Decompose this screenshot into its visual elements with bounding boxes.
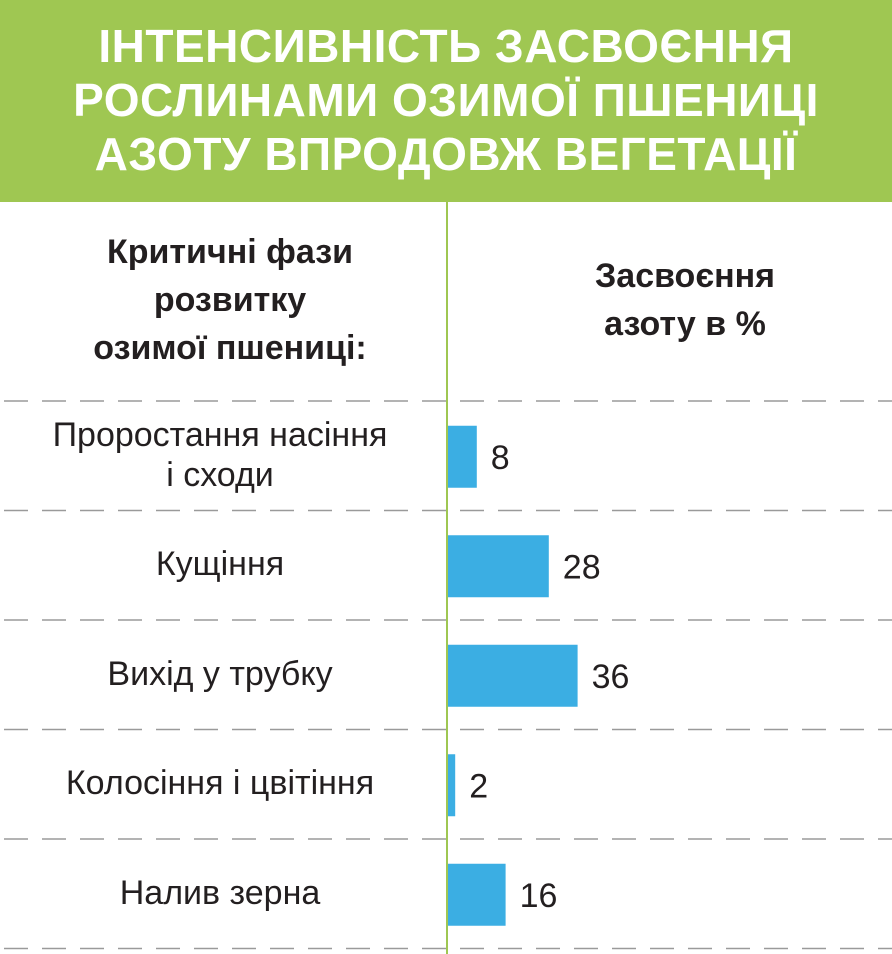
category-label-4: Колосіння і цвітіння <box>10 763 430 803</box>
uptake-column-header: Засвоєння азоту в % <box>560 252 810 348</box>
category-label-2: Кущіння <box>10 544 430 584</box>
bar-5 <box>448 863 506 926</box>
category-label-1: Проростання насіння і сходи <box>10 415 430 495</box>
title-line-2: РОСЛИНАМИ ОЗИМОЇ ПШЕНИЦІ <box>73 74 819 126</box>
phases-header-line-1: Критичні фази <box>106 233 354 271</box>
bar-1 <box>448 425 477 488</box>
value-label-3: 36 <box>592 658 630 696</box>
category-label-1-line-1: Проростання насіння <box>52 415 388 454</box>
phases-header-line-3: озимої пшениці: <box>93 329 367 367</box>
category-label-5: Налив зерна <box>10 873 430 913</box>
title-line-1: ІНТЕНСИВНІСТЬ ЗАСВОЄННЯ <box>98 20 794 72</box>
bar-3 <box>448 644 578 707</box>
title-band: ІНТЕНСИВНІСТЬ ЗАСВОЄННЯ РОСЛИНАМИ ОЗИМОЇ… <box>0 0 892 202</box>
bar-4 <box>448 754 456 817</box>
column-divider <box>446 202 448 954</box>
category-label-2-line-1: Кущіння <box>155 545 285 584</box>
value-label-5: 16 <box>520 877 558 915</box>
category-label-3-line-1: Вихід у трубку <box>107 654 333 693</box>
value-label-2: 28 <box>563 548 601 586</box>
category-label-4-line-1: Колосіння і цвітіння <box>65 764 375 803</box>
uptake-header-line-1: Засвоєння <box>594 257 776 295</box>
category-label-3: Вихід у трубку <box>10 654 430 694</box>
value-label-4: 2 <box>469 767 488 805</box>
bar-2 <box>448 535 549 598</box>
title-line-3: АЗОТУ ВПРОДОВЖ ВЕГЕТАЦІЇ <box>94 128 798 180</box>
phases-column-header: Критичні фази розвитку озимої пшениці: <box>0 228 460 372</box>
category-label-1-line-2: і сходи <box>166 455 274 494</box>
uptake-header-line-2: азоту в % <box>604 305 766 343</box>
category-label-5-line-1: Налив зерна <box>119 873 321 912</box>
phases-header-line-2: розвитку <box>153 281 307 319</box>
value-label-1: 8 <box>491 439 510 477</box>
